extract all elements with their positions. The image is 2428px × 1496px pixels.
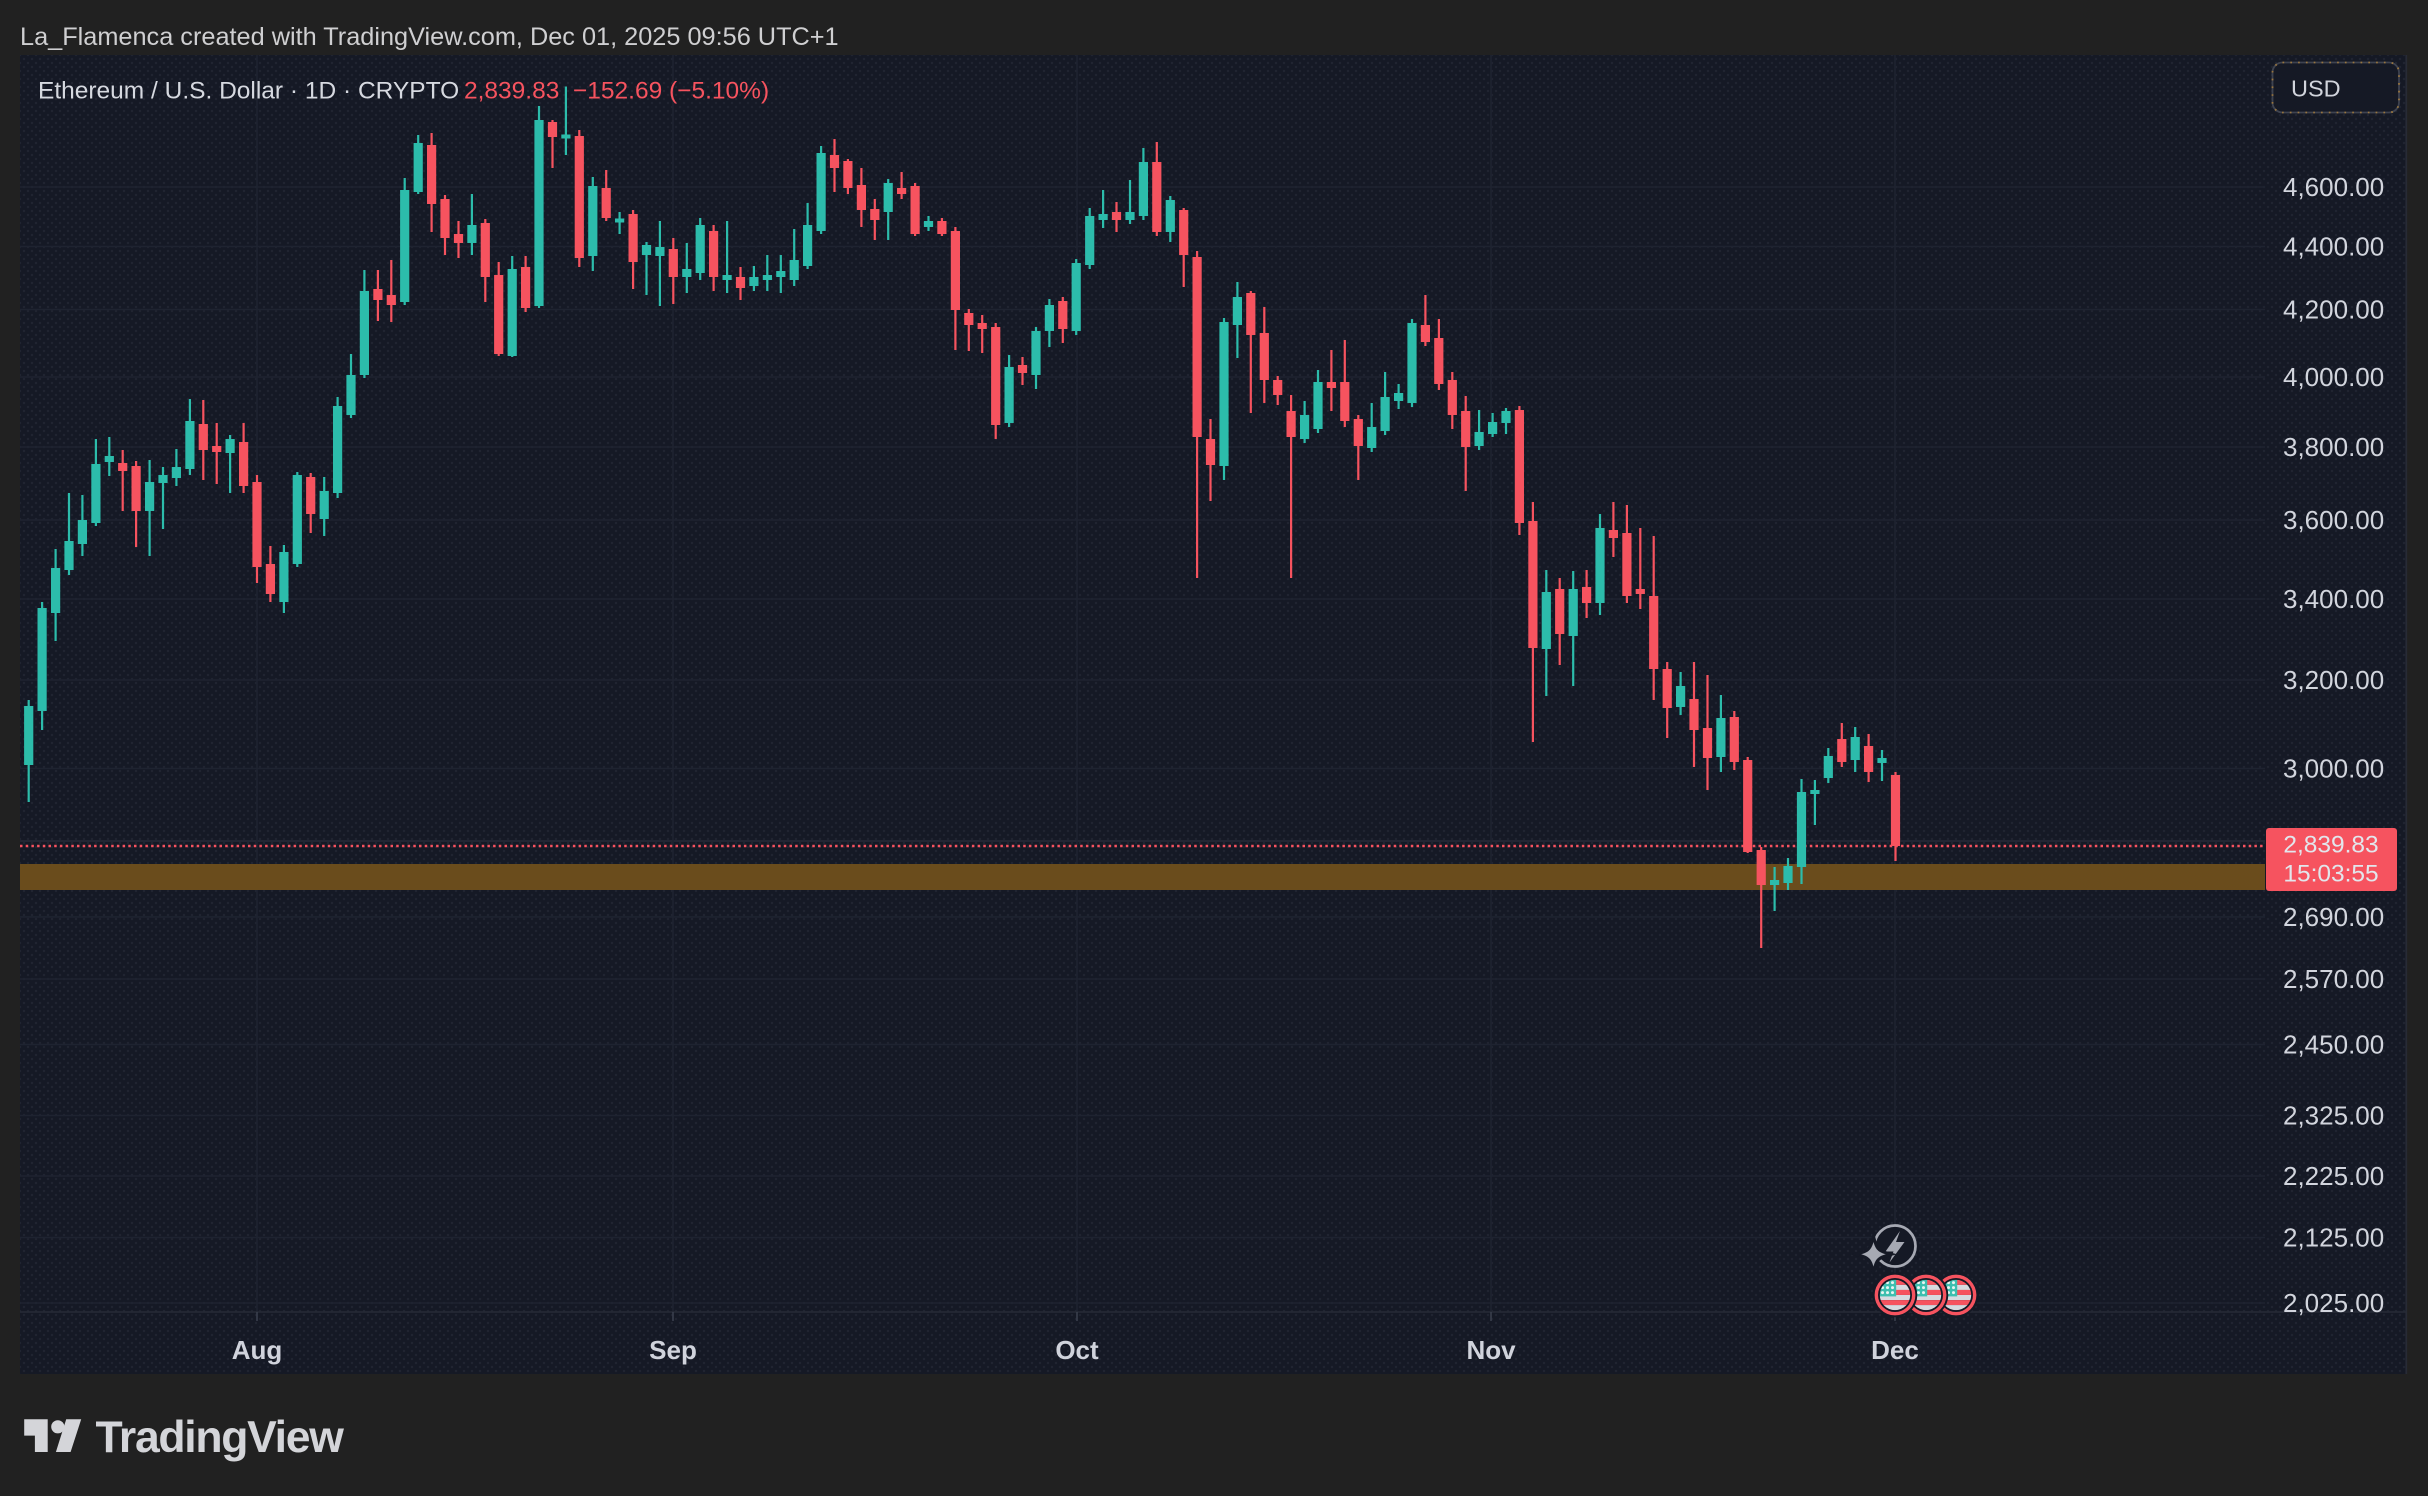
- svg-text:2,690.00: 2,690.00: [2283, 902, 2384, 932]
- svg-text:2,450.00: 2,450.00: [2283, 1030, 2384, 1060]
- svg-text:3,000.00: 3,000.00: [2283, 754, 2384, 784]
- svg-text:Oct: Oct: [1055, 1335, 1099, 1365]
- svg-text:Nov: Nov: [1466, 1335, 1516, 1365]
- svg-text:3,200.00: 3,200.00: [2283, 665, 2384, 695]
- svg-text:Dec: Dec: [1871, 1335, 1919, 1365]
- svg-text:3,400.00: 3,400.00: [2283, 584, 2384, 614]
- svg-text:2,839.83: 2,839.83: [2283, 832, 2378, 859]
- svg-text:15:03:55: 15:03:55: [2283, 861, 2378, 888]
- svg-text:4,400.00: 4,400.00: [2283, 232, 2384, 262]
- svg-text:La_Flamenca created with Tradi: La_Flamenca created with TradingView.com…: [20, 23, 839, 51]
- svg-text:2,125.00: 2,125.00: [2283, 1223, 2384, 1253]
- svg-text:Ethereum / U.S. Dollar · 1D ·: Ethereum / U.S. Dollar · 1D · CRYPTO: [38, 78, 459, 105]
- svg-text:2,025.00: 2,025.00: [2283, 1288, 2384, 1318]
- svg-text:4,000.00: 4,000.00: [2283, 362, 2384, 392]
- svg-text:3,800.00: 3,800.00: [2283, 432, 2384, 462]
- svg-text:2,225.00: 2,225.00: [2283, 1161, 2384, 1191]
- svg-text:TradingView: TradingView: [96, 1413, 345, 1462]
- svg-text:4,200.00: 4,200.00: [2283, 295, 2384, 325]
- svg-text:4,600.00: 4,600.00: [2283, 172, 2384, 202]
- svg-text:2,839.83 −152.69 (−5.10%): 2,839.83 −152.69 (−5.10%): [464, 78, 769, 105]
- svg-text:2,570.00: 2,570.00: [2283, 964, 2384, 994]
- svg-text:Sep: Sep: [649, 1335, 697, 1365]
- svg-text:3,600.00: 3,600.00: [2283, 505, 2384, 535]
- svg-text:Aug: Aug: [232, 1335, 283, 1365]
- svg-text:2,325.00: 2,325.00: [2283, 1101, 2384, 1131]
- svg-text:USD: USD: [2291, 76, 2341, 102]
